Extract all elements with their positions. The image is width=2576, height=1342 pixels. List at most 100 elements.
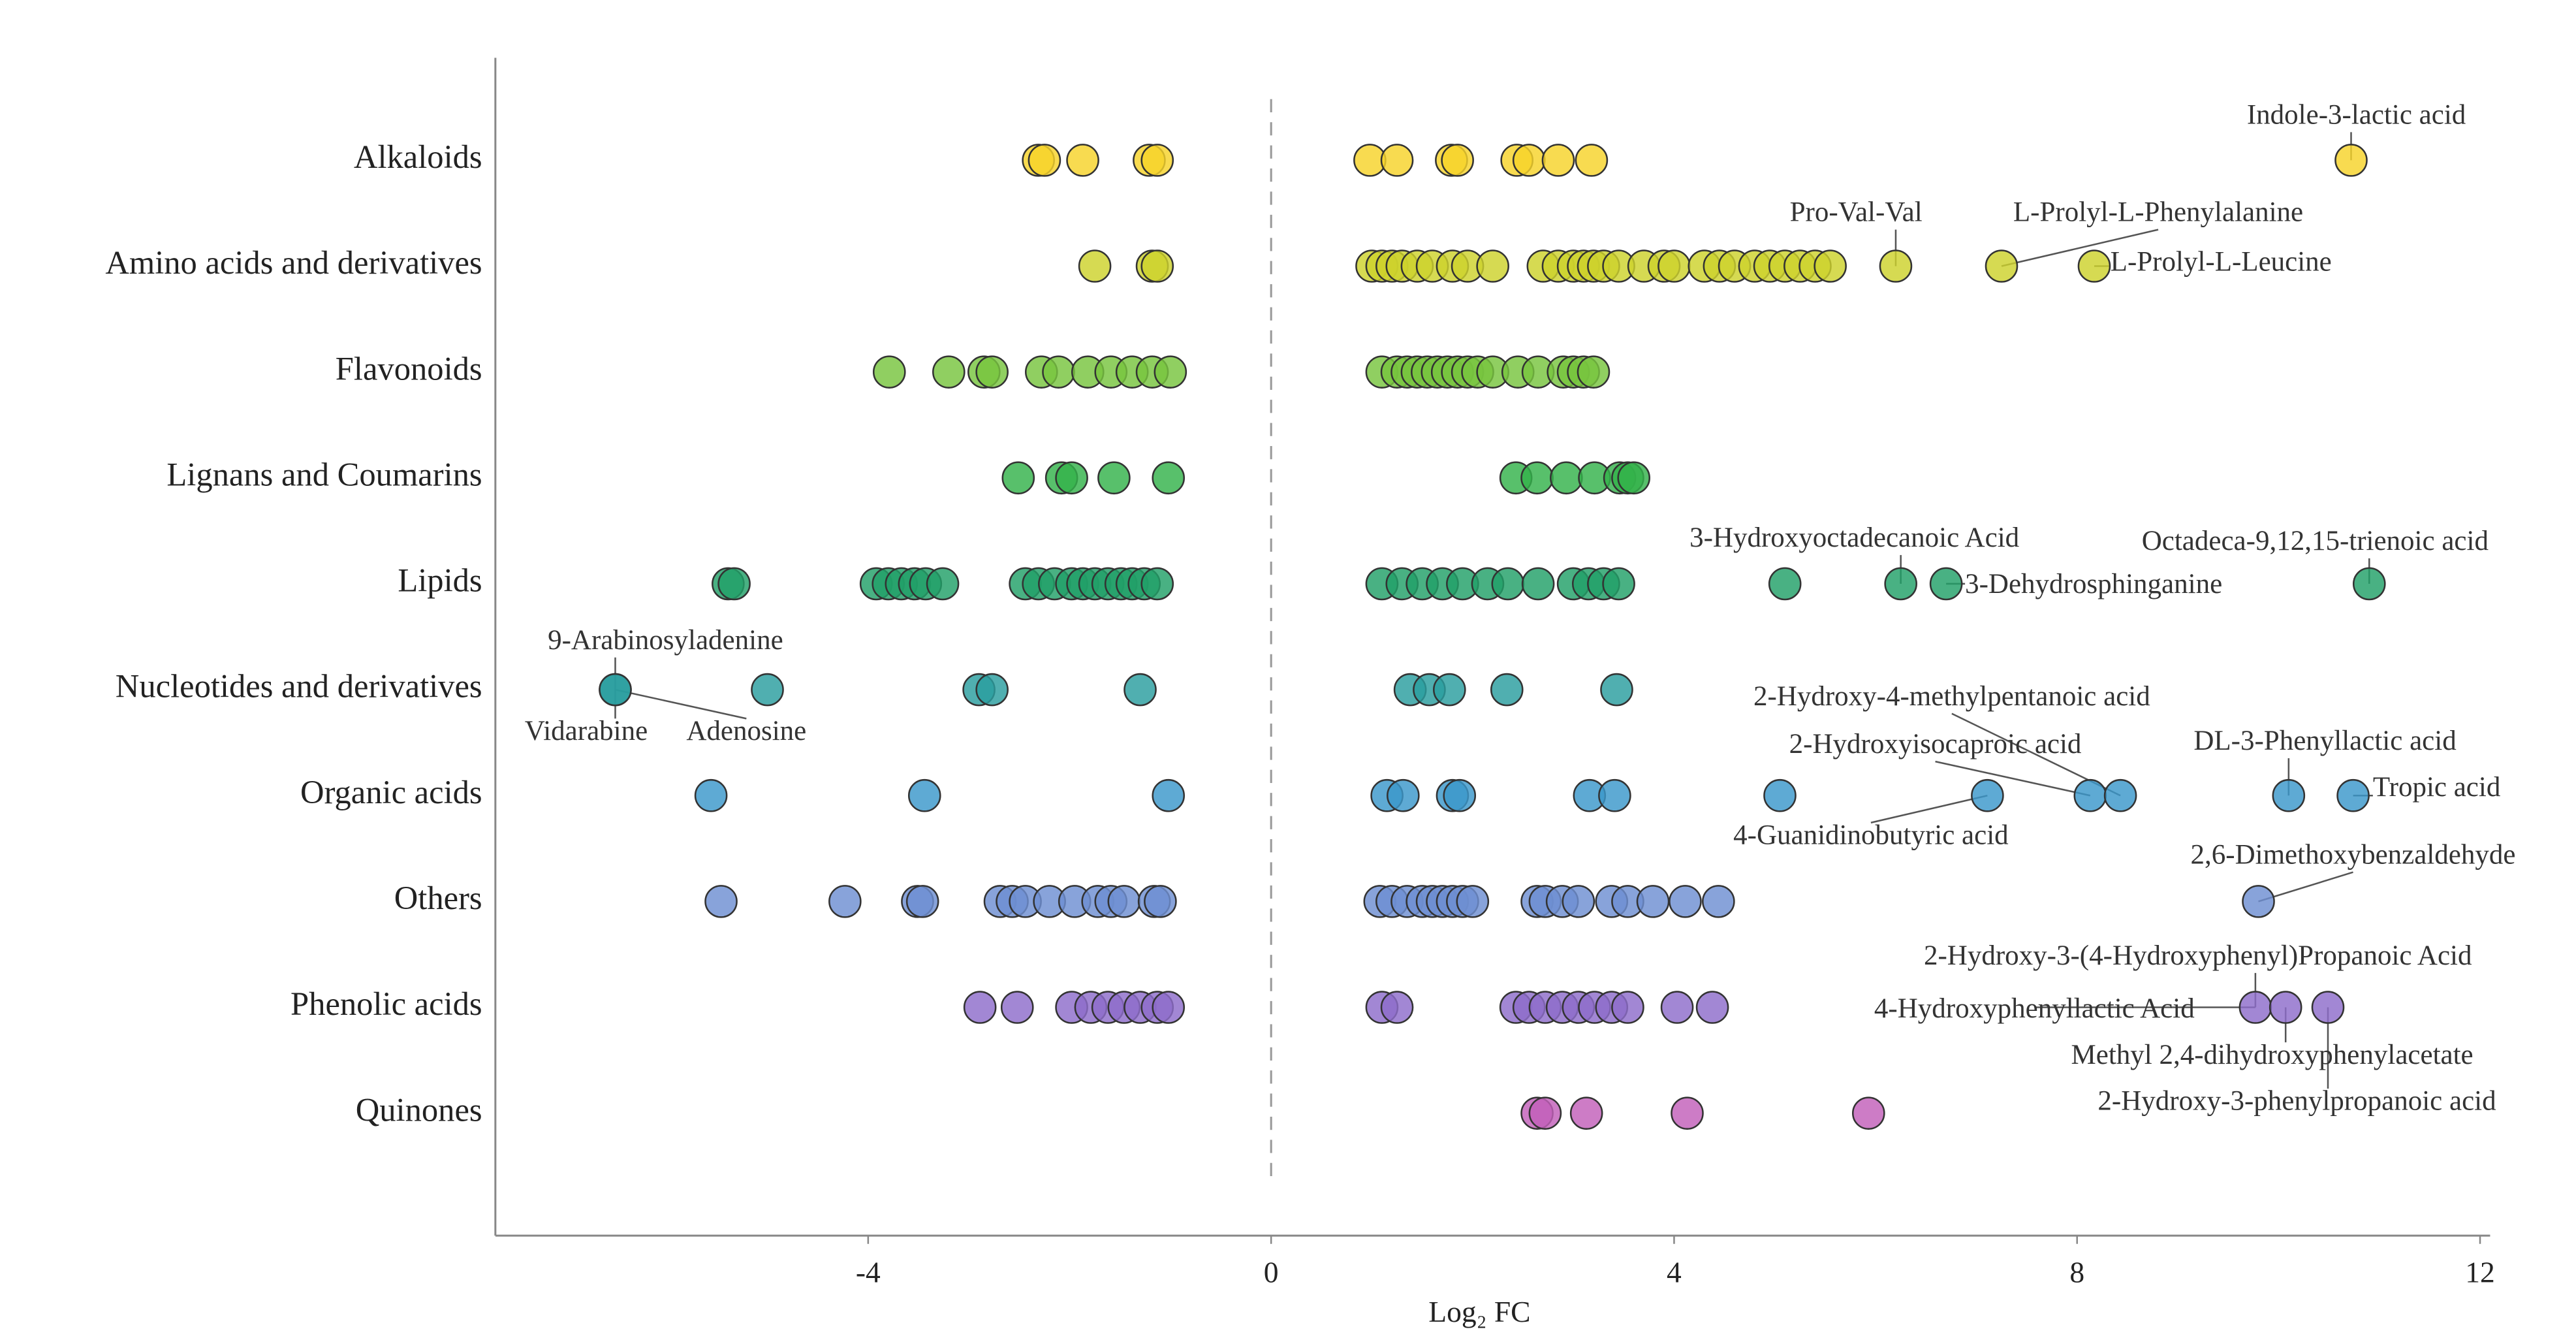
annotation: 2-Hydroxy-3-phenylpropanoic acid [2097,1086,2496,1117]
point [1441,144,1474,177]
point [1577,355,1610,389]
point [1669,885,1702,918]
point [1541,144,1575,177]
point [1042,355,1075,389]
point [1123,673,1157,707]
point [1575,144,1609,177]
x-tick-label: 12 [2465,1255,2495,1288]
x-axis-label: Log₂ FC [1428,1295,1530,1328]
point [2077,249,2111,283]
annotation: Indole-3-lactic acid [2247,99,2466,130]
annotation: DL-3-Phenyllactic acid [2193,726,2456,756]
point [1387,778,1420,812]
point [1550,461,1583,495]
point [2103,778,2137,812]
y-tick-label: Phenolic acids [291,985,482,1022]
point [1380,144,1414,177]
point [1443,778,1477,812]
point [1520,461,1554,495]
point [2311,991,2345,1024]
point [1512,144,1546,177]
point [751,673,784,707]
point [1617,461,1651,495]
point [1078,249,1112,283]
point [1671,1096,1704,1130]
leader-line [1935,760,2091,797]
point [1001,461,1035,495]
annotation: Methyl 2,4-dihydroxyphenylacetate [2071,1040,2473,1070]
point [599,673,632,707]
point [1695,991,1729,1024]
x-tick-label: 4 [1667,1255,1682,1288]
point [1602,567,1635,601]
point [963,991,997,1024]
point [2238,991,2272,1024]
x-tick-label: 8 [2069,1255,2084,1288]
y-tick-label: Quinones [356,1091,482,1128]
point [1763,778,1797,812]
point [1097,461,1131,495]
point [1490,673,1524,707]
annotation: 2-Hydroxy-4-methylpentanoic acid [1753,681,2150,712]
point [1380,991,1414,1024]
point [1000,991,1034,1024]
y-tick-label: Flavonoids [336,350,482,387]
y-tick-label: Amino acids and derivatives [105,244,482,281]
point [1611,991,1644,1024]
annotation: 4-Guanidinobutyric acid [1733,820,2009,850]
x-tick-label: -4 [856,1255,881,1288]
point [2073,778,2107,812]
leader-line [1870,794,1988,823]
point [1491,567,1525,601]
point [717,567,751,601]
annotation: 9-Arabinosyladenine [548,625,783,656]
annotation: L-Prolyl-L-Phenylalanine [2013,197,2303,228]
point [1569,1096,1603,1130]
point [1152,991,1186,1024]
point [704,885,738,918]
point [2242,885,2275,918]
point [907,778,941,812]
point [1521,567,1555,601]
point [2334,144,2368,177]
x-tick-label: 0 [1264,1255,1279,1288]
annotation: Adenosine [686,716,806,746]
point [2352,567,2386,601]
point [1152,461,1186,495]
point [1879,249,1913,283]
point [2272,778,2306,812]
point [872,355,906,389]
annotation: 2-Hydroxy-3-(4-Hydroxyphenyl)Propanoic A… [1924,940,2472,971]
point [1598,778,1631,812]
point [1657,249,1691,283]
point [1985,249,2018,283]
annotation: L-Prolyl-L-Leucine [2111,247,2332,278]
y-tick-label: Organic acids [300,774,482,810]
point [1884,567,1917,601]
point [2269,991,2302,1024]
point [1028,144,1061,177]
point [926,567,960,601]
point [932,355,966,389]
point [1851,1096,1885,1130]
y-tick-label: Nucleotides and derivatives [116,668,482,705]
point [1140,567,1174,601]
point [1154,355,1187,389]
point [1636,885,1670,918]
annotation: Pro-Val-Val [1790,197,1923,228]
annotation: 3-Dehydrosphinganine [1965,569,2222,599]
point [1476,249,1509,283]
point [1528,1096,1562,1130]
point [828,885,862,918]
y-tick-label: Alkaloids [354,138,482,175]
point [1768,567,1802,601]
annotation: Tropic acid [2373,772,2500,803]
point [975,673,1009,707]
leader-line [615,688,747,720]
annotation: Octadeca-9,12,15-trienoic acid [2142,526,2489,556]
point [1702,885,1735,918]
point [1971,778,2004,812]
point [1814,249,1847,283]
point [1144,885,1177,918]
point [1152,778,1186,812]
